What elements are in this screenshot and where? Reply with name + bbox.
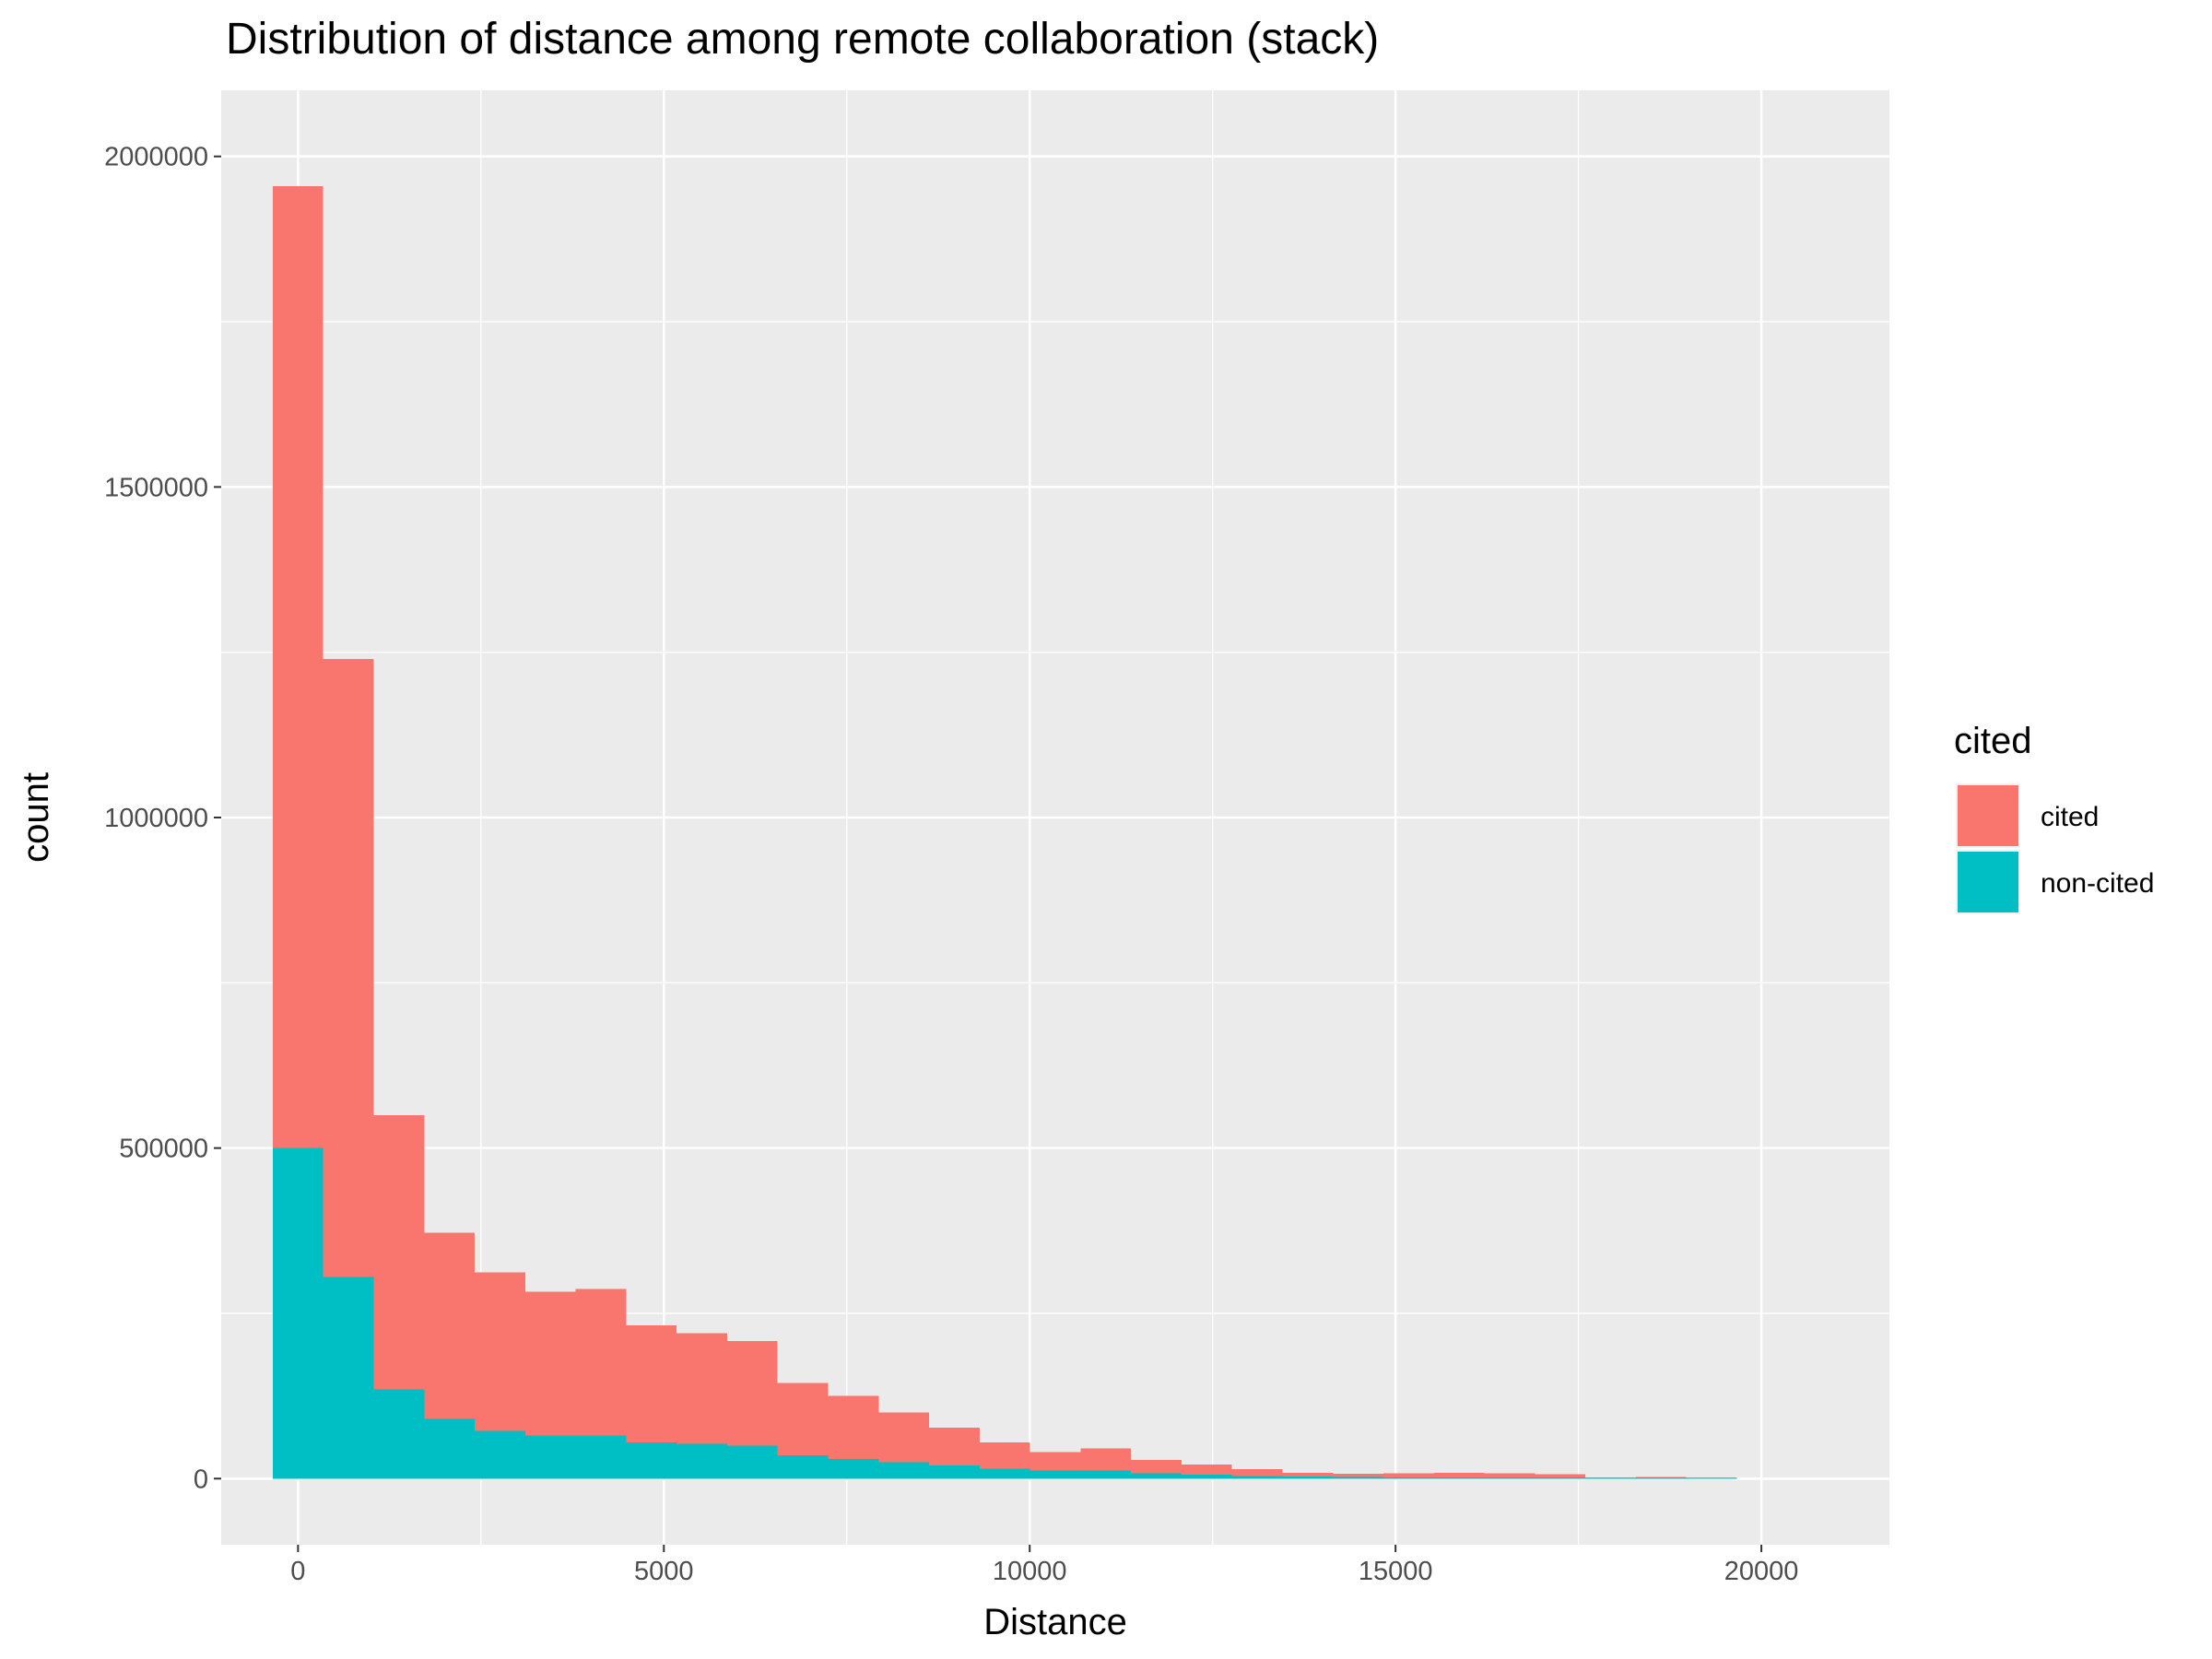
y-tick-label: 1000000 — [104, 804, 208, 833]
legend-label-non-cited: non-cited — [2041, 868, 2154, 899]
bar-non-cited-0 — [272, 1147, 324, 1479]
y-tick-label: 2000000 — [104, 143, 208, 172]
bar-cited-1 — [323, 658, 374, 1277]
bar-non-cited-26 — [1585, 1477, 1636, 1479]
x-tick-label: 10000 — [993, 1557, 1067, 1586]
bar-cited-18 — [1181, 1465, 1232, 1475]
bar-non-cited-9 — [726, 1445, 778, 1479]
legend-items: cited non-cited — [1956, 783, 2154, 914]
bar-non-cited-11 — [828, 1458, 879, 1479]
bar-cited-16 — [1080, 1448, 1132, 1471]
x-axis-title: Distance — [983, 1602, 1127, 1642]
bar-cited-25 — [1535, 1474, 1586, 1478]
bar-cited-23 — [1433, 1472, 1485, 1477]
bar-cited-26 — [1585, 1477, 1636, 1478]
bar-cited-7 — [626, 1324, 677, 1442]
x-tick-label: 20000 — [1724, 1557, 1799, 1586]
bar-cited-11 — [828, 1395, 879, 1459]
histogram-bars — [272, 186, 1737, 1479]
bar-non-cited-14 — [979, 1468, 1030, 1479]
bar-cited-4 — [475, 1272, 525, 1431]
y-tick-label: 500000 — [119, 1135, 208, 1164]
bar-cited-3 — [424, 1232, 476, 1419]
bar-non-cited-3 — [424, 1418, 476, 1479]
bar-cited-2 — [373, 1114, 425, 1390]
bar-cited-0 — [272, 186, 324, 1148]
bar-cited-6 — [575, 1288, 627, 1436]
legend-key-cited — [1958, 785, 2018, 846]
bar-cited-24 — [1484, 1473, 1535, 1477]
legend-title: cited — [1954, 721, 2032, 761]
bar-non-cited-20 — [1282, 1477, 1334, 1479]
bar-non-cited-22 — [1383, 1477, 1434, 1479]
bar-cited-22 — [1383, 1473, 1434, 1477]
bar-cited-21 — [1333, 1473, 1384, 1477]
y-axis: 0 500000 1000000 1500000 2000000 — [104, 143, 221, 1494]
x-axis: 0 5000 10000 15000 20000 — [290, 1545, 1798, 1586]
bar-cited-17 — [1131, 1460, 1182, 1474]
bar-non-cited-10 — [777, 1455, 829, 1479]
bar-non-cited-24 — [1484, 1477, 1535, 1479]
bar-cited-15 — [1030, 1452, 1081, 1471]
bar-non-cited-27 — [1635, 1477, 1687, 1479]
chart-title: Distribution of distance among remote co… — [226, 15, 1379, 64]
bar-non-cited-25 — [1535, 1477, 1586, 1479]
bar-non-cited-23 — [1433, 1477, 1485, 1479]
bar-non-cited-7 — [626, 1441, 677, 1479]
x-tick-label: 15000 — [1359, 1557, 1433, 1586]
legend-key-non-cited — [1958, 852, 2018, 912]
bar-cited-20 — [1282, 1472, 1334, 1477]
bar-cited-13 — [929, 1428, 980, 1465]
bar-non-cited-17 — [1131, 1473, 1182, 1479]
bar-cited-14 — [979, 1441, 1030, 1469]
bar-cited-12 — [878, 1412, 930, 1463]
bar-non-cited-15 — [1030, 1470, 1081, 1479]
bar-non-cited-16 — [1080, 1470, 1132, 1479]
bar-non-cited-13 — [929, 1465, 980, 1479]
bar-cited-9 — [726, 1341, 778, 1446]
bar-cited-19 — [1231, 1469, 1283, 1477]
bar-non-cited-19 — [1231, 1476, 1283, 1479]
y-axis-title: count — [16, 772, 56, 863]
x-tick-label: 0 — [290, 1557, 305, 1586]
bar-cited-10 — [777, 1382, 829, 1456]
bar-non-cited-18 — [1181, 1474, 1232, 1479]
bar-non-cited-1 — [323, 1277, 374, 1479]
bar-non-cited-2 — [373, 1389, 425, 1479]
bar-cited-28 — [1686, 1477, 1737, 1478]
bar-cited-8 — [677, 1333, 727, 1444]
y-tick-label: 1500000 — [104, 473, 208, 502]
bar-non-cited-4 — [475, 1430, 525, 1479]
bar-non-cited-8 — [677, 1443, 727, 1479]
bar-non-cited-21 — [1333, 1477, 1384, 1479]
legend-label-cited: cited — [2041, 802, 2099, 832]
bar-cited-5 — [524, 1291, 576, 1436]
bar-non-cited-5 — [524, 1435, 576, 1479]
y-tick-label: 0 — [194, 1465, 208, 1494]
legend: cited cited non-cited — [1954, 721, 2154, 914]
bar-non-cited-6 — [575, 1435, 627, 1479]
x-tick-label: 5000 — [634, 1557, 694, 1586]
bar-non-cited-12 — [878, 1462, 930, 1479]
